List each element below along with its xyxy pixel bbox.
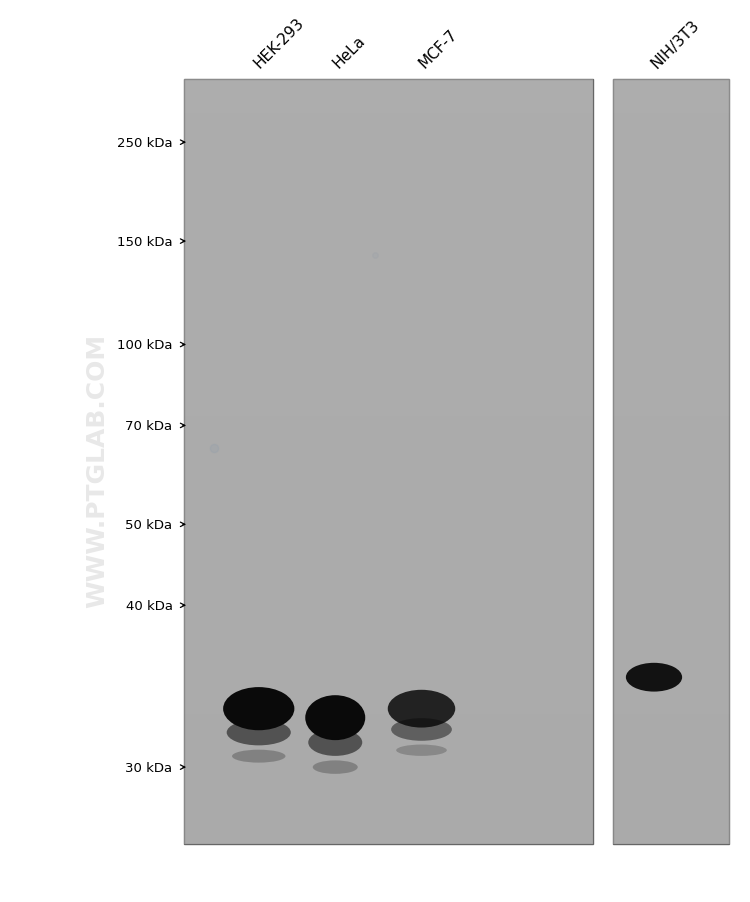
- Ellipse shape: [224, 687, 294, 731]
- Text: HeLa: HeLa: [330, 33, 368, 71]
- Text: 100 kDa: 100 kDa: [117, 338, 172, 352]
- Ellipse shape: [392, 718, 452, 741]
- Ellipse shape: [626, 663, 682, 692]
- Bar: [613, 80, 729, 843]
- Ellipse shape: [226, 720, 291, 746]
- Ellipse shape: [313, 760, 358, 774]
- Text: NIH/3T3: NIH/3T3: [649, 17, 703, 71]
- Text: HEK-293: HEK-293: [251, 15, 308, 71]
- Text: 70 kDa: 70 kDa: [125, 419, 172, 432]
- Ellipse shape: [308, 729, 362, 756]
- Ellipse shape: [396, 745, 447, 756]
- Text: WWW.PTGLAB.COM: WWW.PTGLAB.COM: [86, 334, 109, 608]
- Bar: [184, 80, 592, 843]
- Text: 50 kDa: 50 kDa: [125, 519, 172, 531]
- Text: 250 kDa: 250 kDa: [117, 136, 172, 150]
- Ellipse shape: [232, 750, 286, 763]
- Text: 30 kDa: 30 kDa: [125, 760, 172, 774]
- Ellipse shape: [305, 695, 365, 741]
- Text: 40 kDa: 40 kDa: [125, 599, 172, 612]
- Text: MCF-7: MCF-7: [416, 27, 460, 71]
- Ellipse shape: [388, 690, 455, 728]
- Text: 150 kDa: 150 kDa: [117, 235, 172, 248]
